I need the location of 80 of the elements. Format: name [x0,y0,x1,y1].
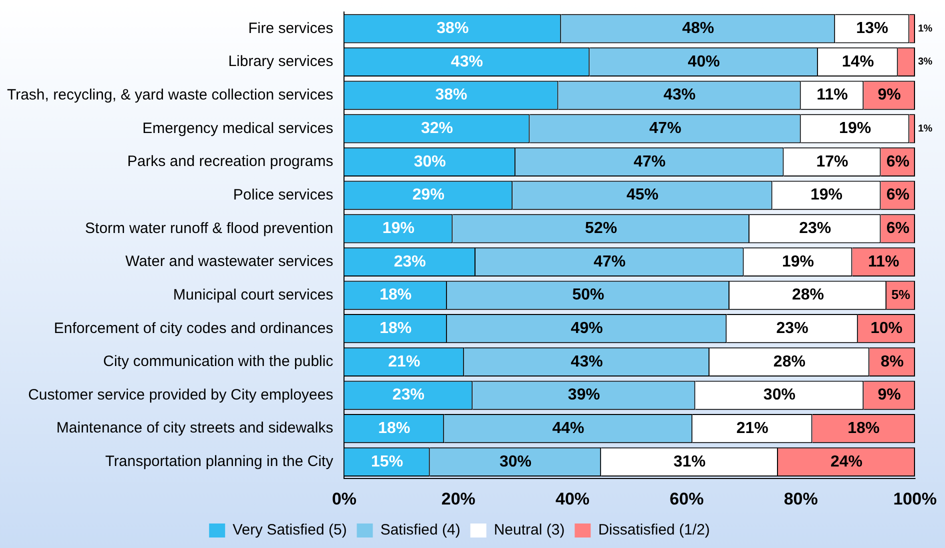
data-label: 6% [886,220,910,238]
data-label: 31% [674,453,706,470]
data-label: 30% [414,153,446,170]
data-label: 18% [380,286,412,304]
y-tick-label: Police services [233,186,334,204]
data-label: 47% [594,253,626,270]
data-label: 18% [378,420,410,438]
data-label: 28% [792,286,824,304]
data-label: 17% [816,153,848,170]
data-label: 21% [388,353,420,370]
data-label: 38% [435,86,468,104]
x-tick-label: 80% [784,489,818,508]
data-label: 13% [856,20,888,38]
y-tick-label: Maintenance of city streets and sidewalks [56,420,334,437]
data-label: 30% [499,453,532,470]
data-label: 23% [799,220,832,238]
legend-label: Neutral (3) [494,522,565,539]
x-tick-label: 60% [670,489,704,508]
data-label: 19% [810,186,843,204]
data-label: 43% [570,353,603,370]
data-label: 47% [649,120,682,138]
data-label: 9% [878,386,901,404]
data-label: 3% [918,56,933,68]
data-label: 23% [392,386,424,404]
legend-label: Very Satisfied (5) [232,522,347,539]
data-label: 6% [886,153,910,170]
data-label: 11% [816,86,848,104]
y-tick-label: Transportation planning in the City [105,453,334,470]
data-label: 47% [634,153,666,170]
data-label: 48% [682,20,714,38]
data-label: 18% [380,320,412,338]
x-tick-label: 40% [556,489,590,508]
data-label: 40% [688,53,720,70]
y-tick-label: Water and wastewater services [125,253,334,270]
data-label: 45% [626,186,658,204]
y-tick-label: Storm water runoff & flood prevention [85,220,334,237]
data-label: 32% [420,120,453,138]
y-tick-label: Trash, recycling, & yard waste collection services [6,86,334,104]
data-label: 8% [880,353,904,370]
data-label: 24% [830,453,863,470]
data-label: 52% [585,220,618,238]
data-label: 43% [450,53,483,70]
data-label: 10% [870,320,902,338]
data-label: 9% [878,86,901,104]
data-label: 23% [394,253,426,270]
data-label: 1% [918,23,933,34]
data-label: 43% [664,86,696,104]
data-label: 49% [570,320,603,338]
y-tick-label: Customer service provided by City employees [28,386,334,404]
legend-label: Satisfied (4) [380,522,460,539]
data-label: 19% [839,120,872,138]
data-label: 21% [736,420,768,438]
data-label: 19% [782,253,814,270]
data-label: 23% [776,320,808,338]
data-label: 6% [886,186,910,204]
data-label: 44% [552,420,584,438]
x-tick-label: 0% [332,489,357,508]
data-label: 15% [371,453,404,470]
data-label: 19% [382,220,414,238]
data-label: 1% [918,123,933,134]
data-label: 5% [891,286,911,302]
data-label: 50% [572,286,604,304]
data-label: 28% [773,353,806,370]
data-label: 29% [412,186,444,204]
legend-label: Dissatisfied (1/2) [598,522,710,539]
y-tick-label: Fire services [248,20,334,37]
data-label: 30% [763,386,796,404]
y-tick-label: Municipal court services [173,286,334,304]
x-tick-label: 100% [893,489,937,508]
data-label: 38% [436,20,469,38]
y-tick-label: Library services [228,53,334,70]
data-label: 14% [842,53,874,70]
x-tick-label: 20% [441,489,476,508]
data-label: 39% [568,386,600,404]
y-tick-label: Enforcement of city codes and ordinances [54,320,334,337]
y-tick-label: City communication with the public [103,353,334,370]
y-tick-label: Parks and recreation programs [127,153,334,170]
data-label: 11% [868,253,900,270]
y-tick-label: Emergency medical services [142,120,334,137]
data-label: 18% [848,420,880,438]
